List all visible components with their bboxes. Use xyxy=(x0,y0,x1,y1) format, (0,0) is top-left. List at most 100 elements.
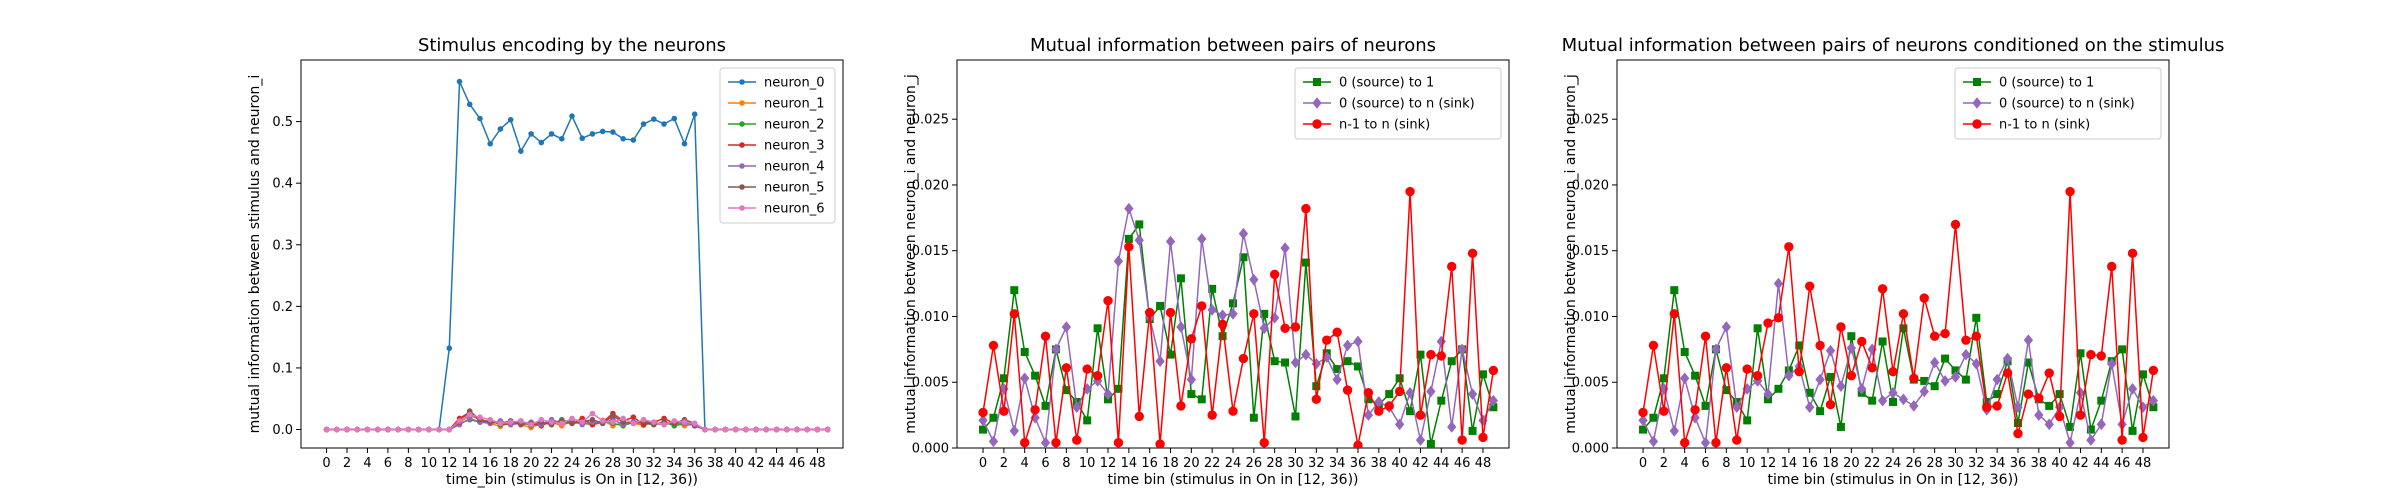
data-point xyxy=(1878,337,1887,346)
legend-marker xyxy=(739,184,745,190)
data-point xyxy=(1457,343,1467,356)
data-point xyxy=(1940,328,1950,339)
data-point xyxy=(456,78,463,85)
x-tick-label: 26 xyxy=(1246,456,1263,471)
data-point xyxy=(1940,375,1950,387)
data-point xyxy=(446,426,453,433)
data-point xyxy=(1280,323,1290,334)
data-point xyxy=(1218,332,1227,341)
data-point xyxy=(487,416,493,423)
data-point xyxy=(1447,261,1457,272)
legend-label: neuron_2 xyxy=(764,118,825,133)
data-point xyxy=(1711,343,1721,356)
data-point xyxy=(661,421,667,428)
data-point xyxy=(753,426,759,433)
data-point xyxy=(1816,407,1825,416)
data-point xyxy=(2118,345,2127,354)
y-tick-label: 0.025 xyxy=(1572,113,1609,128)
data-point xyxy=(1290,322,1301,332)
data-point xyxy=(1805,401,1815,414)
data-point xyxy=(354,426,361,433)
data-point xyxy=(1322,335,1332,345)
data-point xyxy=(2065,436,2075,448)
data-point xyxy=(1919,385,1929,398)
data-point xyxy=(1176,274,1185,283)
data-point xyxy=(1930,356,1940,369)
data-point xyxy=(651,116,657,122)
x-tick-label: 4 xyxy=(1681,456,1689,471)
data-point xyxy=(1638,407,1648,418)
data-point xyxy=(1051,438,1061,448)
x-tick-label: 22 xyxy=(543,456,560,471)
data-point xyxy=(1972,313,1981,322)
data-point xyxy=(1815,340,1825,351)
data-point xyxy=(1659,406,1669,416)
data-point xyxy=(1774,384,1783,393)
data-point xyxy=(2096,351,2107,361)
data-point xyxy=(1092,370,1103,381)
legend: 0 (source) to 1 0 (source) to n (sink) n-1… xyxy=(1294,67,1502,140)
data-point xyxy=(2086,425,2095,434)
data-point xyxy=(1020,372,1030,385)
data-point xyxy=(1467,388,1478,400)
data-point xyxy=(2127,248,2138,259)
data-point xyxy=(1134,234,1144,246)
data-point xyxy=(1690,405,1700,415)
x-tick-label: 10 xyxy=(1739,456,1756,471)
data-point xyxy=(1082,364,1092,374)
data-point xyxy=(1343,357,1352,366)
data-point xyxy=(610,419,616,425)
data-point xyxy=(2138,370,2147,379)
data-point xyxy=(1426,385,1436,398)
data-point xyxy=(1836,422,1845,431)
data-point xyxy=(2002,352,2013,365)
data-point xyxy=(1742,364,1752,374)
data-point xyxy=(2128,426,2137,435)
data-point xyxy=(2023,389,2034,399)
data-point xyxy=(333,426,340,433)
data-point xyxy=(466,101,473,108)
series-line xyxy=(1642,282,2154,444)
data-point xyxy=(1961,335,1971,345)
data-point xyxy=(1436,351,1447,361)
data-point xyxy=(783,426,790,433)
data-point xyxy=(988,435,999,448)
legend-label: neuron_6 xyxy=(764,202,825,217)
y-tick-label: 0.005 xyxy=(1572,376,1609,391)
data-point xyxy=(610,129,616,135)
data-point xyxy=(814,426,821,433)
data-point xyxy=(1394,418,1405,431)
data-point xyxy=(1009,425,1019,437)
x-tick-label: 8 xyxy=(1062,456,1070,471)
data-point xyxy=(548,419,555,425)
data-point xyxy=(1165,235,1176,248)
data-point xyxy=(569,415,575,422)
data-point xyxy=(1784,242,1794,252)
legend-marker xyxy=(1972,119,1982,129)
data-point xyxy=(2044,418,2054,431)
x-tick-label: 22 xyxy=(1204,456,1221,471)
data-point xyxy=(2055,390,2064,399)
x-tick-label: 32 xyxy=(646,456,663,471)
x-tick-label: 36 xyxy=(2010,456,2027,471)
x-tick-label: 0 xyxy=(1639,456,1647,471)
data-point xyxy=(2054,411,2065,422)
data-point xyxy=(1187,390,1196,399)
data-point xyxy=(1700,331,1711,341)
data-point xyxy=(395,426,401,433)
x-tick-label: 20 xyxy=(1843,456,1860,471)
data-point xyxy=(558,420,565,427)
series-line xyxy=(982,207,1495,444)
x-tick-label: 36 xyxy=(686,456,703,471)
x-tick-label: 14 xyxy=(1121,456,1138,471)
legend-label: n-1 to n (sink) xyxy=(1339,118,1430,133)
y-tick-label: 0.5 xyxy=(272,115,293,130)
legend-label: neuron_1 xyxy=(764,97,825,112)
series-line xyxy=(1642,190,2155,444)
data-point xyxy=(702,426,708,433)
legend-marker xyxy=(739,121,745,127)
data-point xyxy=(1415,410,1426,420)
x-tick-label: 24 xyxy=(564,456,581,471)
data-point xyxy=(1332,373,1342,386)
data-point xyxy=(1888,386,1898,399)
